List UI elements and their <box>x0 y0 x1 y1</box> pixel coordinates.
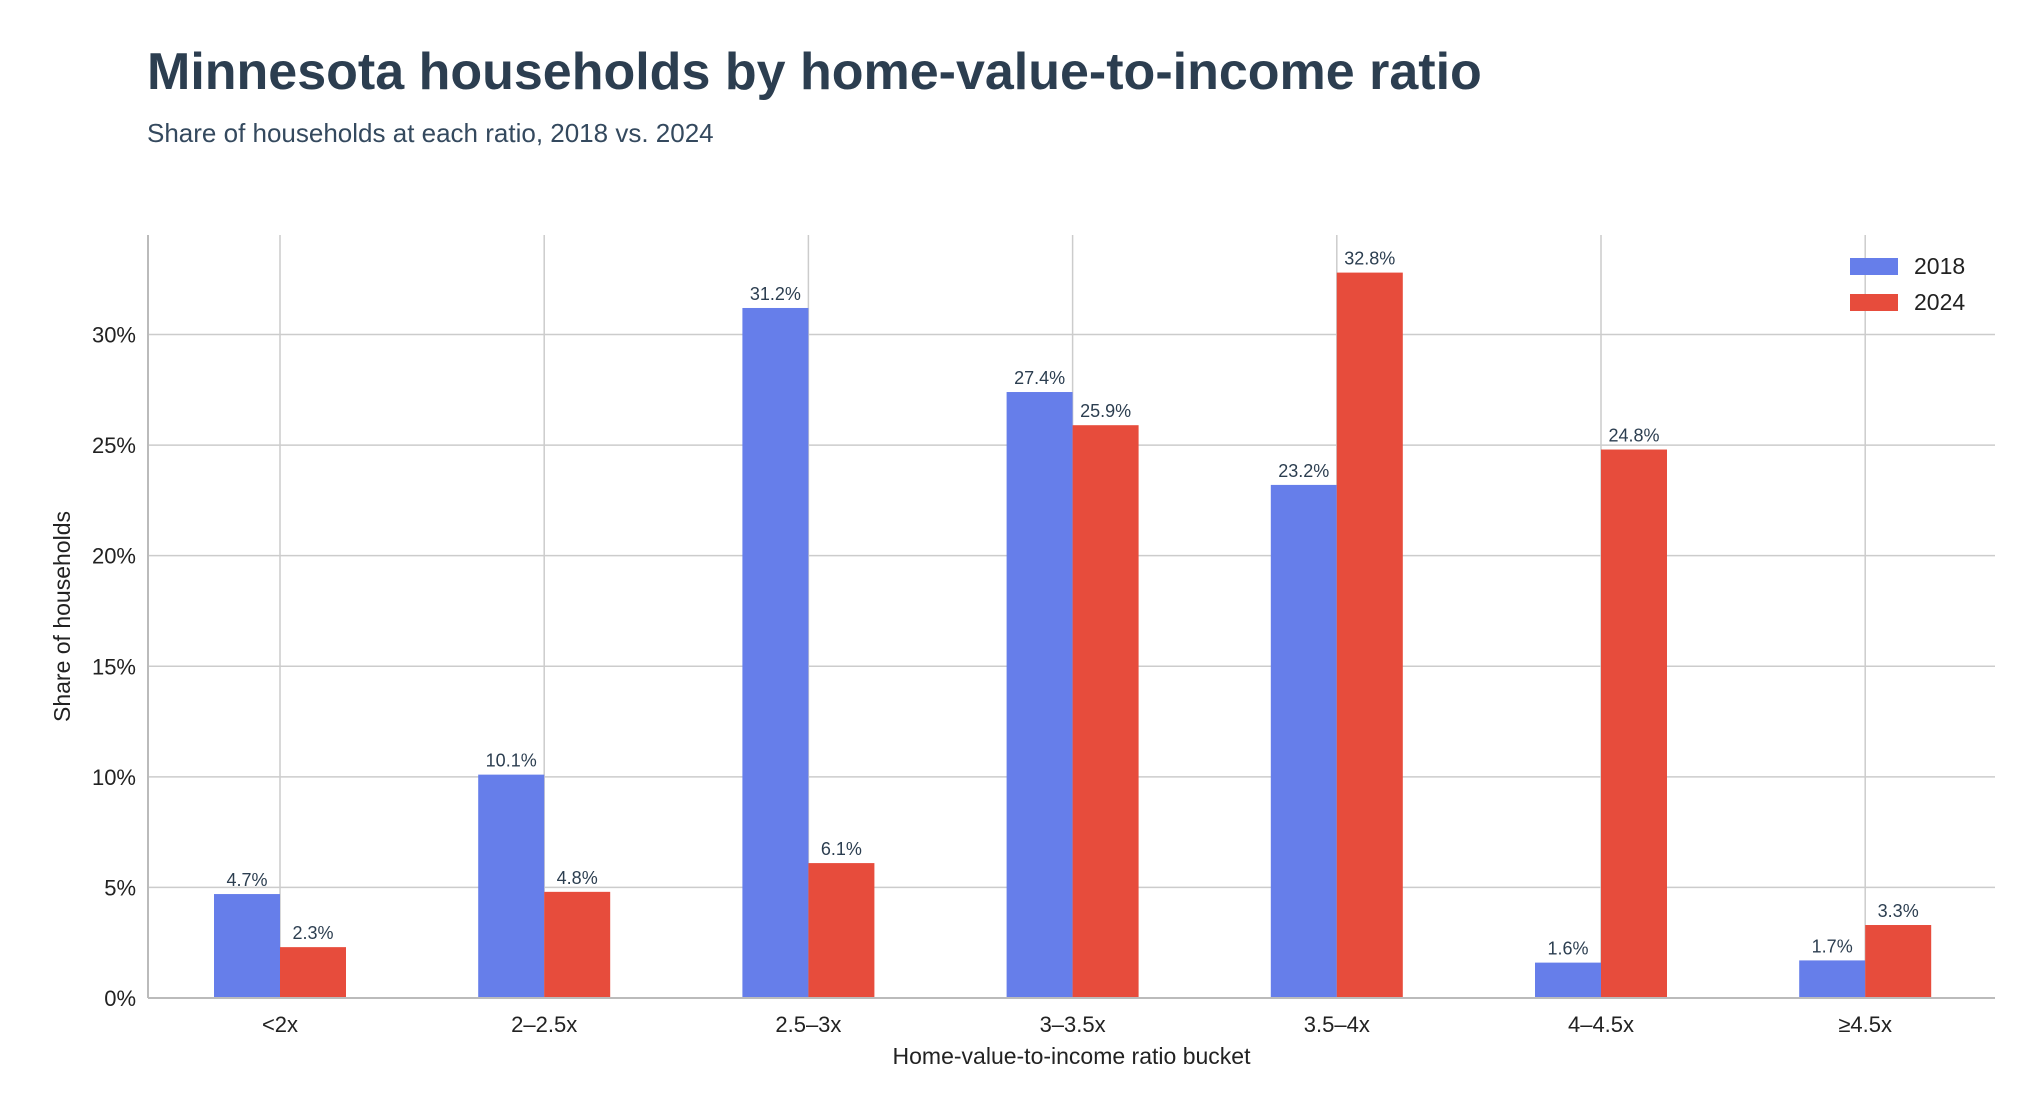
x-tick-label: 2.5–3x <box>775 1012 841 1037</box>
x-tick-label: <2x <box>262 1012 298 1037</box>
bar-2018 <box>1270 484 1337 998</box>
bar-2024 <box>280 947 346 998</box>
bar-2018 <box>1799 960 1866 998</box>
data-label: 23.2% <box>1278 461 1329 481</box>
bar-2024 <box>808 863 875 998</box>
y-tick-label: 25% <box>92 433 136 458</box>
data-label: 32.8% <box>1344 249 1395 269</box>
y-tick-label: 0% <box>104 986 136 1011</box>
y-tick-label: 30% <box>92 323 136 348</box>
bar-2024 <box>1865 925 1932 998</box>
bars <box>214 272 1932 998</box>
x-tick-label: 3–3.5x <box>1040 1012 1106 1037</box>
bar-2024 <box>1336 272 1403 998</box>
data-label: 4.8% <box>557 868 598 888</box>
chart-title: Minnesota households by home-value-to-in… <box>147 43 1482 101</box>
data-label: 3.3% <box>1878 901 1919 921</box>
bar-2024 <box>1072 425 1139 998</box>
x-tick-label: 3.5–4x <box>1304 1012 1370 1037</box>
y-axis-label: Share of households <box>49 511 75 722</box>
y-tick-label: 15% <box>92 654 136 679</box>
data-label: 1.7% <box>1812 936 1853 956</box>
data-label: 2.3% <box>292 923 333 943</box>
bar-2024 <box>544 891 611 998</box>
y-tick-label: 20% <box>92 544 136 569</box>
x-tick-label: ≥4.5x <box>1838 1012 1892 1037</box>
bar-2018 <box>742 307 809 998</box>
legend-label-2018: 2018 <box>1914 253 1965 279</box>
data-labels: 4.7% 10.1% 31.2% 27.4% 23.2% 1.6% 1.7% 2.3% 4.8%… <box>226 249 1918 959</box>
bar-2018 <box>478 774 545 998</box>
data-label: 1.6% <box>1547 939 1588 959</box>
data-label: 6.1% <box>821 839 862 859</box>
bar-2018 <box>1006 392 1073 998</box>
data-label: 10.1% <box>486 751 537 771</box>
chart-subtitle: Share of households at each ratio, 2018 … <box>147 118 714 148</box>
data-label: 31.2% <box>750 284 801 304</box>
data-label: 4.7% <box>226 870 267 890</box>
y-tick-label: 5% <box>104 875 136 900</box>
bar-2018 <box>1535 962 1601 998</box>
bar-2018 <box>214 894 280 998</box>
data-label: 25.9% <box>1080 401 1131 421</box>
legend-label-2024: 2024 <box>1914 289 1965 315</box>
legend-swatch-2018 <box>1850 258 1898 275</box>
bar-2024 <box>1601 449 1667 998</box>
axes: 0% 5% 10% 15% 20% 25% 30% <2x 2–2.5x 2.5–3x 3–3.5x… <box>92 235 1995 1037</box>
data-label: 27.4% <box>1014 368 1065 388</box>
y-tick-label: 10% <box>92 765 136 790</box>
x-tick-label: 2–2.5x <box>511 1012 577 1037</box>
x-axis-label: Home-value-to-income ratio bucket <box>893 1043 1252 1069</box>
legend-swatch-2024 <box>1850 294 1898 311</box>
x-tick-label: 4–4.5x <box>1568 1012 1634 1037</box>
data-label: 24.8% <box>1608 426 1659 446</box>
legend: 2018 2024 <box>1850 253 1965 315</box>
